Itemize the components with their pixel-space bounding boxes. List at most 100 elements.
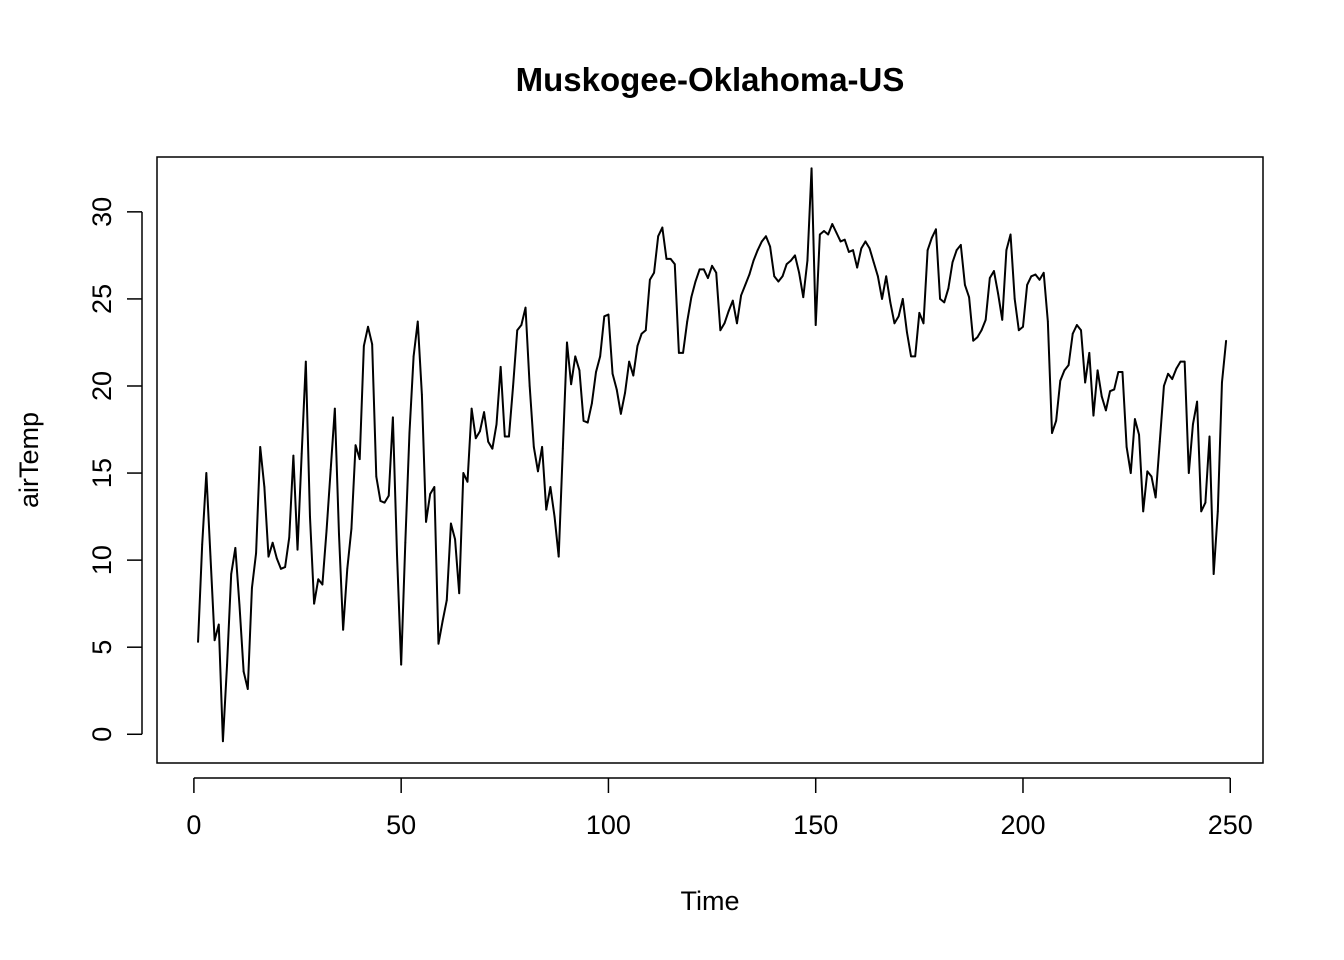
data-point <box>715 271 718 274</box>
data-point <box>1200 510 1203 513</box>
data-point <box>835 231 838 234</box>
data-point <box>1134 418 1136 420</box>
data-point <box>213 639 216 642</box>
data-point <box>1187 472 1190 474</box>
data-point <box>769 245 772 248</box>
data-point <box>292 454 295 457</box>
data-point <box>926 249 929 252</box>
data-point <box>425 520 427 523</box>
data-point <box>673 263 676 265</box>
data-point <box>1013 298 1016 300</box>
data-point <box>1084 381 1087 384</box>
data-point <box>267 555 270 558</box>
data-point <box>537 470 539 473</box>
data-point <box>1158 440 1161 443</box>
plot-frame <box>156 156 1264 764</box>
data-point <box>785 263 788 265</box>
data-point <box>640 332 643 335</box>
data-point <box>553 515 556 518</box>
data-point <box>1154 496 1157 499</box>
data-point <box>814 324 817 326</box>
data-point <box>972 339 975 342</box>
data-point <box>860 247 863 250</box>
data-point <box>901 298 904 300</box>
data-point <box>889 301 892 304</box>
data-point <box>951 261 954 264</box>
data-point <box>628 360 631 363</box>
data-point <box>690 296 693 299</box>
data-point <box>1034 273 1037 276</box>
data-point <box>756 249 759 252</box>
data-point <box>806 259 809 262</box>
data-point <box>731 299 734 302</box>
y-tick-label: 30 <box>87 197 117 227</box>
data-point <box>578 369 581 372</box>
data-point <box>445 599 448 602</box>
data-point <box>561 447 564 450</box>
data-point <box>300 453 303 455</box>
data-point <box>379 500 382 502</box>
data-point <box>230 573 233 575</box>
data-point <box>462 472 465 474</box>
y-tick-label: 20 <box>87 371 117 401</box>
data-point <box>897 315 900 318</box>
y-tick-label: 5 <box>87 640 117 655</box>
x-tick-label: 50 <box>386 810 416 840</box>
data-point <box>798 271 801 274</box>
data-point <box>959 244 962 246</box>
data-point <box>1046 320 1049 323</box>
data-point <box>325 529 328 532</box>
x-tick-label: 150 <box>793 810 838 840</box>
data-point <box>420 393 423 396</box>
data-point <box>740 294 742 297</box>
data-point <box>968 296 970 299</box>
data-point <box>1117 371 1120 373</box>
data-point <box>603 315 606 318</box>
data-point <box>508 435 510 438</box>
data-point <box>1075 324 1078 326</box>
data-point <box>441 620 444 622</box>
data-point <box>201 543 204 546</box>
data-point <box>491 447 494 450</box>
data-point <box>1150 475 1153 478</box>
data-point <box>404 541 407 544</box>
data-point <box>408 432 411 434</box>
data-point <box>1125 446 1128 448</box>
data-point <box>512 385 514 387</box>
data-point <box>1104 409 1107 412</box>
data-point <box>752 259 755 262</box>
data-point <box>549 486 552 488</box>
data-point <box>843 238 846 241</box>
x-tick-label: 100 <box>586 810 631 840</box>
data-point <box>483 411 485 414</box>
data-point <box>586 421 589 424</box>
data-point <box>313 602 316 605</box>
y-tick-label: 25 <box>87 284 117 314</box>
data-point <box>698 268 701 271</box>
data-point <box>648 278 651 281</box>
data-point <box>259 446 262 448</box>
data-point <box>251 587 253 589</box>
data-point <box>557 555 560 558</box>
data-point <box>765 235 767 238</box>
x-tick-label: 200 <box>1000 810 1045 840</box>
data-point <box>607 313 610 316</box>
data-point <box>1042 271 1045 274</box>
data-point <box>694 280 697 283</box>
data-point <box>487 440 490 443</box>
data-point <box>964 284 966 286</box>
chart-title: Muskogee-Oklahoma-US <box>516 61 905 98</box>
data-point <box>1167 372 1169 375</box>
data-point <box>1183 360 1186 363</box>
data-point <box>1163 385 1165 387</box>
data-point <box>209 555 212 558</box>
data-point <box>1208 435 1211 438</box>
data-point <box>528 385 531 387</box>
data-point <box>1096 369 1099 372</box>
data-point <box>437 642 440 645</box>
data-point <box>1092 414 1095 417</box>
data-point <box>678 352 680 354</box>
data-point <box>1129 472 1132 474</box>
data-point <box>570 383 573 386</box>
data-point <box>947 287 950 290</box>
